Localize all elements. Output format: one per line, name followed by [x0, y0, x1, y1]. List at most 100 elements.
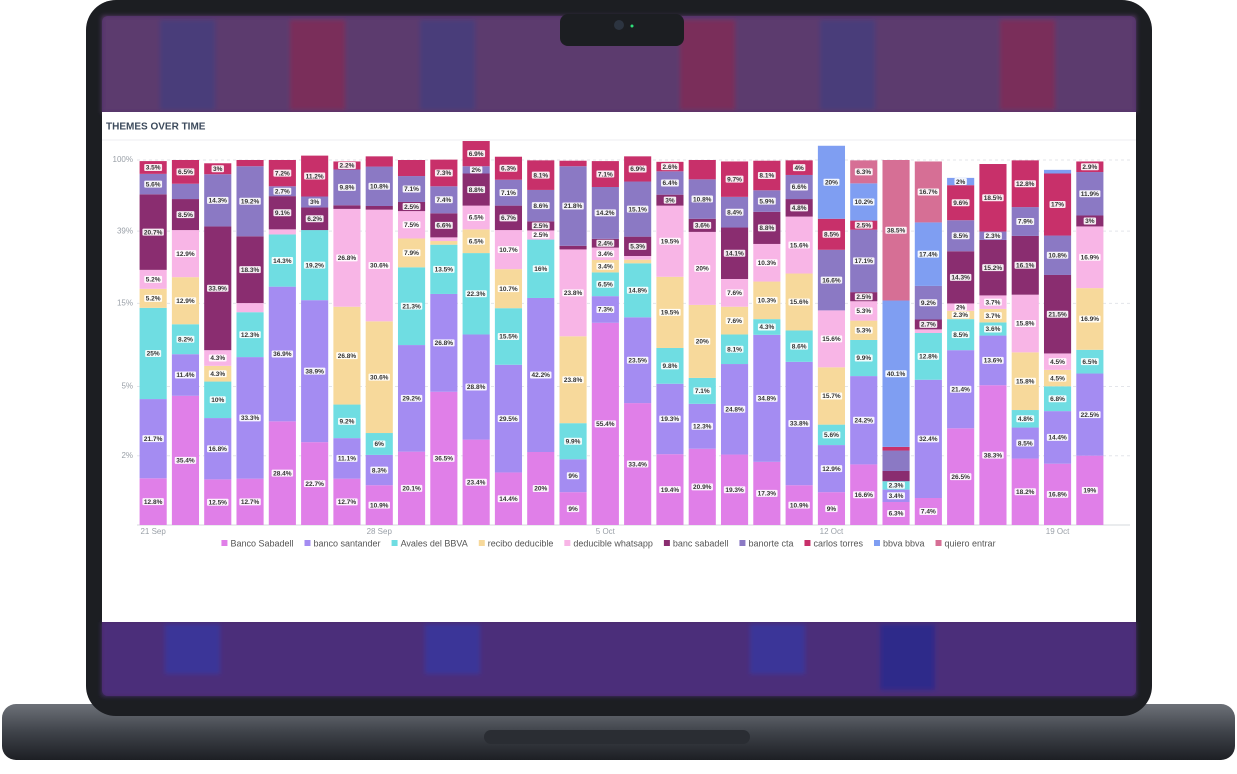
data-label-bg	[788, 298, 810, 306]
data-label: 4%	[794, 165, 804, 172]
data-label-bg	[1014, 488, 1036, 496]
data-label-bg	[531, 171, 550, 179]
data-label: 13.5%	[435, 267, 454, 274]
data-label-bg	[1080, 163, 1099, 171]
data-label-bg	[792, 164, 806, 172]
data-label: 23.8%	[564, 377, 583, 384]
data-label-bg	[951, 331, 970, 339]
bar-segment	[1043, 169, 1072, 174]
data-label-bg	[207, 196, 229, 204]
data-label: 16.6%	[855, 492, 874, 499]
data-label-bg	[725, 208, 744, 216]
data-label-bg	[176, 211, 195, 219]
data-label: 4.8%	[1018, 416, 1033, 423]
data-label-bg	[885, 370, 907, 378]
data-label: 12.7%	[338, 499, 357, 506]
data-label: 18.2%	[1016, 489, 1035, 496]
data-label-bg	[305, 215, 324, 223]
data-label-bg	[949, 473, 972, 481]
data-label: 12.3%	[241, 332, 260, 339]
data-label-bg	[626, 205, 649, 213]
data-label-bg	[532, 485, 549, 492]
data-label-bg	[273, 187, 292, 195]
data-label-bg	[338, 161, 356, 169]
data-label: 9%	[568, 473, 578, 480]
legend-label: Banco Sabadell	[230, 538, 293, 548]
data-label: 7.6%	[727, 290, 742, 297]
data-label-bg	[626, 356, 649, 364]
data-label: 8.8%	[469, 187, 484, 194]
x-tick-label: 19 Oct	[1046, 527, 1070, 536]
data-label-bg	[145, 349, 162, 357]
data-label: 23.5%	[628, 357, 647, 364]
data-label-bg	[144, 163, 163, 171]
bar-segment	[688, 160, 716, 180]
legend-swatch	[739, 540, 746, 546]
data-label-bg	[1014, 377, 1036, 385]
data-label-bg	[1081, 486, 1098, 494]
legend-swatch	[873, 540, 880, 546]
data-label-bg	[402, 221, 421, 229]
data-label: 19.4%	[661, 487, 680, 494]
data-label: 20%	[825, 179, 838, 186]
data-label: 29.2%	[402, 396, 421, 403]
data-label-bg	[1016, 439, 1035, 447]
data-label: 6.6%	[792, 184, 807, 191]
data-label: 15.8%	[1016, 378, 1035, 385]
data-label: 28.8%	[467, 384, 486, 391]
data-label: 33.3%	[241, 415, 260, 422]
data-label-bg	[917, 188, 940, 196]
data-label-bg	[467, 237, 486, 245]
data-label-bg	[825, 505, 838, 513]
data-label-bg	[984, 312, 1002, 320]
data-label-bg	[853, 491, 875, 499]
data-label: 26.5%	[951, 474, 970, 481]
data-label-bg	[790, 342, 809, 350]
data-label: 14.1%	[725, 250, 744, 257]
data-label: 4.3%	[210, 355, 225, 362]
data-label-bg	[757, 224, 776, 232]
data-label: 11.4%	[176, 372, 194, 379]
data-label: 14.4%	[1048, 435, 1067, 442]
data-label: 7.2%	[275, 170, 290, 177]
data-label-bg	[566, 472, 580, 480]
data-label-bg	[336, 352, 358, 360]
data-label: 17.4%	[919, 251, 938, 258]
data-label: 7.9%	[404, 250, 419, 257]
bar-segment	[624, 259, 652, 264]
data-label: 5.6%	[146, 181, 161, 188]
bar-segment	[430, 237, 458, 242]
data-label-bg	[853, 416, 875, 424]
data-label-bg	[954, 178, 967, 186]
data-label-bg	[694, 264, 711, 272]
data-label: 8.1%	[727, 346, 742, 353]
data-label-bg	[756, 489, 778, 497]
data-label: 2.5%	[856, 222, 871, 229]
data-label-bg	[402, 185, 421, 193]
data-label: 2.5%	[856, 294, 871, 301]
data-label-bg	[887, 510, 905, 518]
data-label: 7.4%	[921, 509, 936, 516]
y-tick-label: 100%	[113, 155, 133, 164]
data-label: 5.6%	[824, 432, 839, 439]
data-label: 33.8%	[790, 421, 809, 428]
data-label-bg	[208, 354, 227, 362]
data-label: 3.4%	[598, 263, 613, 270]
data-label: 38.9%	[305, 368, 324, 375]
data-label: 9.7%	[727, 176, 742, 183]
data-label: 14.3%	[209, 198, 228, 205]
data-label-bg	[854, 307, 873, 315]
data-label-bg	[949, 273, 972, 281]
data-label-bg	[757, 197, 776, 205]
data-label: 24.8%	[725, 407, 744, 414]
data-label-bg	[887, 481, 905, 489]
data-label-bg	[982, 264, 1004, 272]
data-label: 12.9%	[176, 298, 195, 305]
data-label: 6.5%	[1082, 359, 1097, 366]
data-label: 3%	[310, 199, 320, 206]
data-label-bg	[596, 305, 615, 313]
data-label-bg	[1048, 374, 1067, 382]
data-label: 3%	[665, 197, 675, 204]
data-label-bg	[1046, 251, 1069, 259]
data-label-bg	[854, 168, 873, 176]
